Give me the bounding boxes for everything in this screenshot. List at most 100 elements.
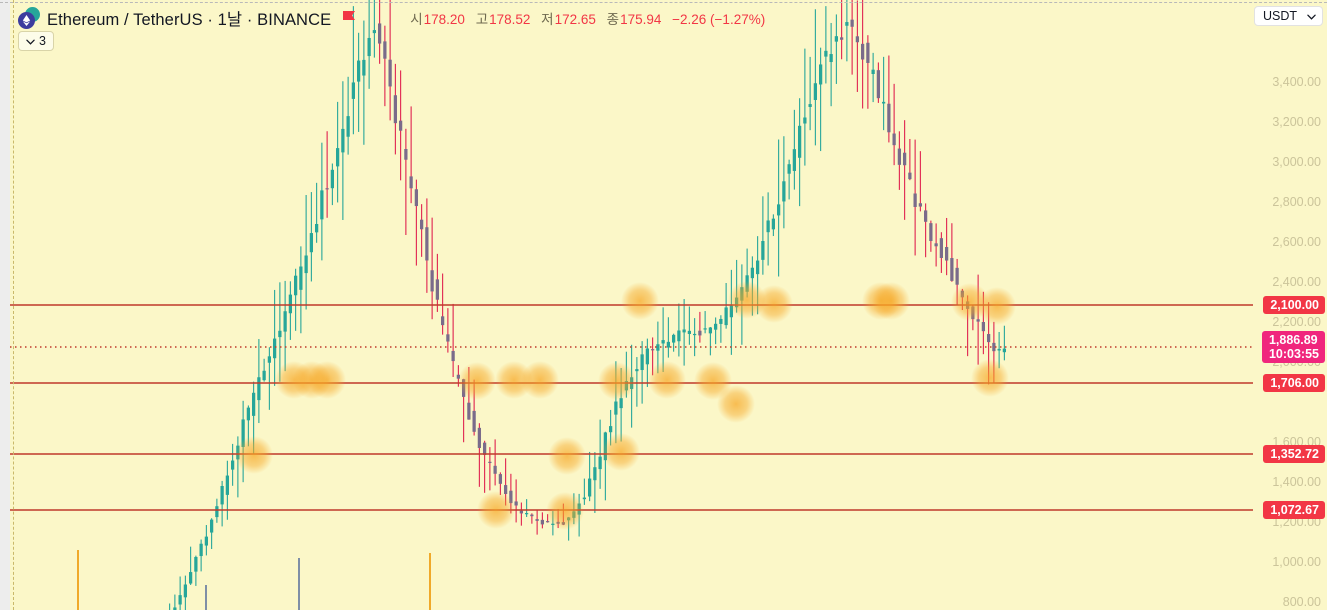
candle-body xyxy=(188,572,193,584)
candle-body xyxy=(687,330,692,334)
candle-body xyxy=(178,595,182,605)
touch-point-marker xyxy=(546,492,584,530)
candle-body xyxy=(876,70,881,99)
candle-body xyxy=(755,260,760,275)
candlestick-chart[interactable] xyxy=(10,0,1253,610)
candle-body xyxy=(703,328,707,330)
candle-body xyxy=(314,223,319,233)
candle-body xyxy=(803,117,807,124)
current-price-badge[interactable]: 1,886.89 10:03:55 xyxy=(1261,331,1325,363)
candle-body xyxy=(283,311,287,332)
candle-body xyxy=(981,322,986,332)
candle-body xyxy=(288,294,293,314)
candle-series[interactable] xyxy=(63,0,1007,610)
touch-point-marker xyxy=(872,282,910,320)
axis-tick: 2,600.00 xyxy=(1272,235,1321,249)
axis-tick: 1,000.00 xyxy=(1272,555,1321,569)
candle-body xyxy=(808,104,812,107)
currency-selector[interactable]: USDT xyxy=(1253,6,1323,26)
candle-body xyxy=(278,330,282,338)
candle-body xyxy=(199,543,203,557)
candle-body xyxy=(514,501,518,506)
axis-tick: 3,400.00 xyxy=(1272,75,1321,89)
candle-body xyxy=(939,238,944,258)
candle-body xyxy=(908,172,912,180)
red-flag-icon[interactable] xyxy=(342,10,357,26)
candle-body xyxy=(761,241,765,260)
countdown-timer: 10:03:55 xyxy=(1268,347,1319,361)
ohlc-open-value: 178.20 xyxy=(423,12,465,27)
candle-body xyxy=(587,478,592,497)
left-boundary-dashed-line xyxy=(13,0,14,610)
ohlc-values: 시178.20 고178.52 저172.65 종175.94 −2.26 (−… xyxy=(410,8,765,28)
axis-tick: 3,000.00 xyxy=(1272,155,1321,169)
candle-body xyxy=(598,456,602,470)
candle-body xyxy=(194,556,198,572)
candle-body xyxy=(304,255,308,274)
candle-body xyxy=(656,344,660,351)
price-axis[interactable]: USDT 3,400.00 3,200.00 3,000.00 2,800.00 2,6… xyxy=(1253,0,1327,610)
touch-point-marker xyxy=(308,361,346,399)
touch-point-marker xyxy=(495,361,533,399)
candle-body xyxy=(482,442,487,455)
interval-label: 3 xyxy=(39,34,46,48)
candle-body xyxy=(388,59,392,87)
candle-body xyxy=(456,374,461,379)
candle-body xyxy=(509,490,513,504)
candle-body xyxy=(619,398,623,409)
candle-body xyxy=(782,181,786,202)
candle-body xyxy=(871,69,875,75)
touch-point-marker xyxy=(548,437,586,475)
candle-body xyxy=(299,266,303,290)
ohlc-close-label: 종 xyxy=(606,12,620,27)
candle-body xyxy=(797,125,802,158)
candle-body xyxy=(230,460,235,470)
price-badge-1706[interactable]: 1,706.00 xyxy=(1263,374,1325,392)
ohlc-high-label: 고 xyxy=(475,12,489,27)
candle-body xyxy=(309,233,314,253)
chevron-down-icon xyxy=(26,34,35,48)
touch-point-marker xyxy=(694,362,732,400)
candle-body xyxy=(682,329,686,333)
candle-body xyxy=(540,519,545,525)
candle-body xyxy=(593,467,597,481)
candle-body xyxy=(713,323,718,330)
touch-point-marker xyxy=(521,361,559,399)
candle-body xyxy=(986,334,991,343)
touch-point-marker xyxy=(755,285,793,323)
candle-body xyxy=(367,37,371,57)
price-badge-1352[interactable]: 1,352.72 xyxy=(1263,445,1325,463)
page-title[interactable]: Ethereum / TetherUS · 1날 · BINANCE xyxy=(47,11,332,29)
candle-body xyxy=(771,218,776,230)
candle-body xyxy=(708,327,713,334)
candle-body xyxy=(272,338,277,359)
left-gutter xyxy=(0,0,10,610)
axis-tick: 2,400.00 xyxy=(1272,275,1321,289)
price-badge-1072[interactable]: 1,072.67 xyxy=(1263,501,1325,519)
candle-body xyxy=(724,307,728,326)
price-badge-2100[interactable]: 2,100.00 xyxy=(1263,296,1325,314)
candle-body xyxy=(976,319,980,322)
candle-body xyxy=(929,223,933,242)
candle-body xyxy=(787,164,791,174)
candle-body xyxy=(241,419,245,447)
candle-body xyxy=(435,279,440,300)
candle-body xyxy=(472,410,476,432)
top-boundary-dashed-line xyxy=(0,2,1327,3)
axis-tick: 800.00 xyxy=(1282,595,1321,609)
touch-point-marker xyxy=(648,361,686,399)
candle-body xyxy=(750,267,755,279)
chart-header: Ethereum / TetherUS · 1날 · BINANCE 시178.… xyxy=(18,6,765,30)
interval-selector[interactable]: 3 xyxy=(18,31,54,51)
candle-body xyxy=(860,43,865,60)
touch-point-marker xyxy=(621,282,659,320)
chart-plot-area[interactable] xyxy=(10,0,1253,610)
candle-body xyxy=(320,190,324,220)
candle-body xyxy=(467,402,471,420)
candle-body xyxy=(535,519,539,521)
candle-body xyxy=(671,334,676,343)
candle-body xyxy=(440,316,445,326)
candle-body xyxy=(635,369,639,372)
touch-point-marker xyxy=(477,491,515,529)
candle-body xyxy=(1002,348,1007,353)
